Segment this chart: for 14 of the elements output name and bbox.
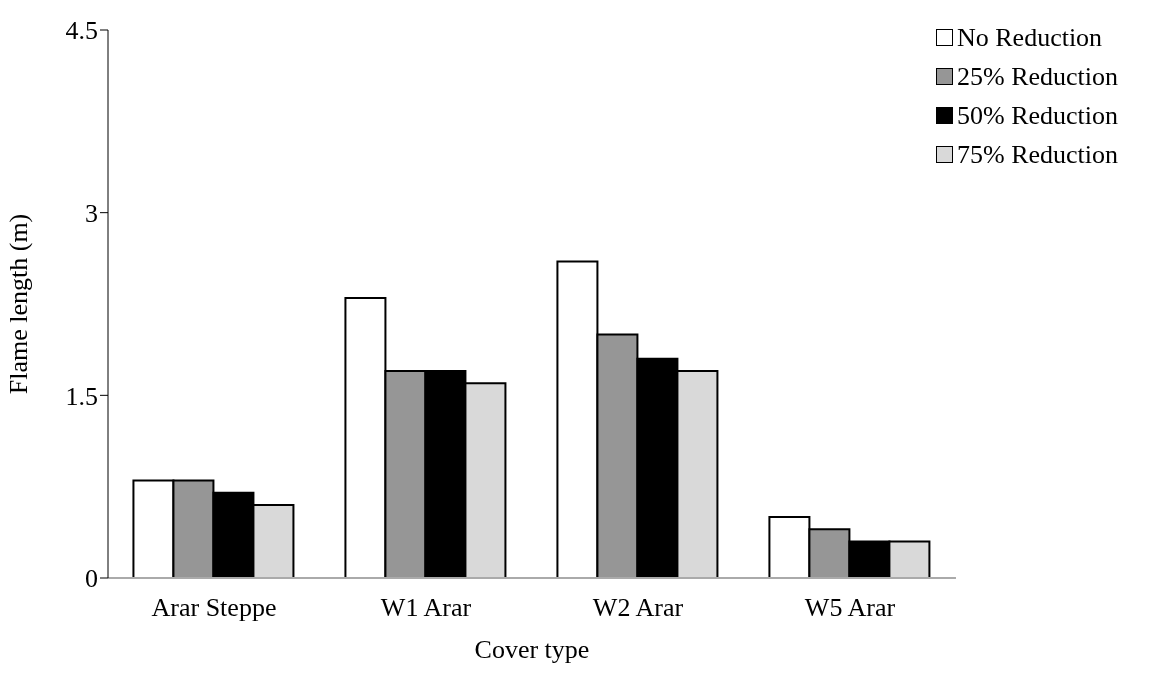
y-tick-label: 4.5 bbox=[65, 16, 98, 46]
y-tick-label: 3 bbox=[85, 198, 98, 228]
legend-label: No Reduction bbox=[956, 22, 1103, 54]
x-tick-label: W1 Arar bbox=[380, 593, 472, 623]
x-axis-title: Cover type bbox=[474, 635, 590, 664]
legend-label: 50% Reduction bbox=[956, 100, 1118, 132]
x-tick-label: W5 Arar bbox=[804, 593, 896, 623]
y-axis-title: Flame length (m) bbox=[4, 213, 34, 395]
x-tick-label: W2 Arar bbox=[592, 593, 684, 623]
y-tick-label: 0 bbox=[85, 564, 98, 594]
y-tick-label: 1.5 bbox=[65, 381, 98, 411]
legend-label: 25% Reduction bbox=[956, 61, 1118, 93]
x-tick-label: Arar Steppe bbox=[151, 593, 277, 623]
legend-label: 75% Reduction bbox=[956, 139, 1118, 171]
